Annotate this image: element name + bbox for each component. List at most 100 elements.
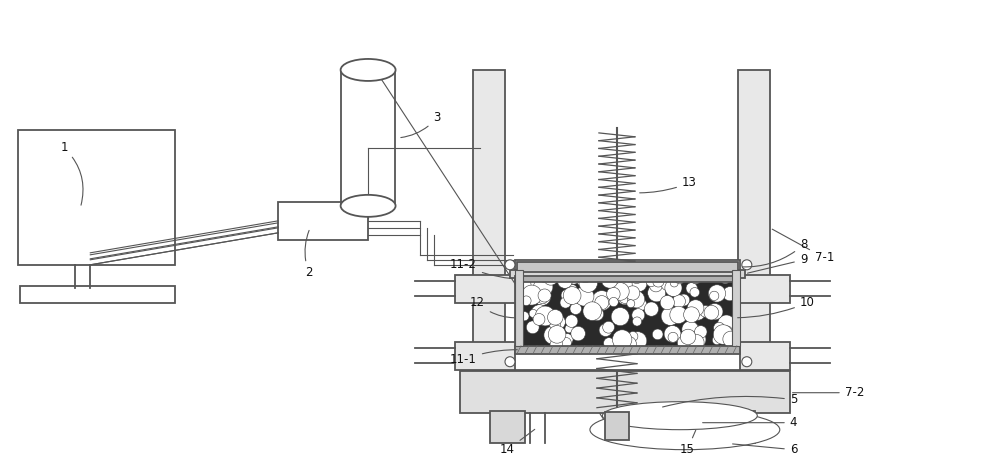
Circle shape — [704, 305, 719, 320]
Circle shape — [708, 285, 726, 302]
Circle shape — [695, 326, 707, 338]
Bar — [738, 70, 770, 370]
Circle shape — [576, 263, 595, 283]
Text: 1: 1 — [60, 142, 83, 205]
Text: 5: 5 — [663, 393, 797, 407]
Circle shape — [700, 305, 712, 317]
Circle shape — [599, 324, 612, 337]
Text: 14: 14 — [500, 429, 535, 456]
Bar — [510, 270, 745, 278]
Circle shape — [505, 357, 515, 367]
Circle shape — [712, 335, 722, 345]
Circle shape — [684, 307, 699, 322]
Text: 12: 12 — [470, 296, 514, 318]
Bar — [460, 371, 790, 413]
Circle shape — [531, 305, 548, 322]
Circle shape — [538, 289, 551, 302]
Circle shape — [680, 329, 696, 344]
Circle shape — [583, 302, 602, 321]
Circle shape — [576, 271, 592, 287]
Circle shape — [621, 337, 636, 351]
Circle shape — [562, 333, 573, 345]
Circle shape — [613, 275, 632, 295]
Circle shape — [723, 287, 737, 301]
Circle shape — [534, 277, 553, 297]
Circle shape — [687, 334, 704, 351]
Circle shape — [672, 295, 685, 308]
Circle shape — [579, 274, 598, 292]
Bar — [720, 411, 755, 443]
Circle shape — [538, 294, 548, 304]
Text: 2: 2 — [305, 230, 313, 279]
Circle shape — [660, 295, 674, 310]
Bar — [455, 275, 790, 303]
Circle shape — [707, 304, 723, 320]
Circle shape — [661, 307, 679, 325]
Circle shape — [526, 321, 539, 334]
Circle shape — [670, 279, 678, 287]
Circle shape — [520, 279, 539, 299]
Circle shape — [578, 269, 595, 285]
Circle shape — [549, 318, 561, 330]
Circle shape — [603, 322, 615, 333]
Circle shape — [534, 289, 551, 305]
Circle shape — [652, 329, 663, 340]
Text: 15: 15 — [680, 430, 696, 456]
Circle shape — [534, 270, 544, 279]
Circle shape — [648, 284, 666, 302]
Circle shape — [661, 277, 675, 291]
Circle shape — [684, 324, 702, 342]
Text: 11-1: 11-1 — [450, 350, 517, 366]
Circle shape — [607, 287, 620, 301]
Circle shape — [617, 315, 626, 323]
Circle shape — [706, 272, 715, 281]
Bar — [515, 276, 740, 282]
Circle shape — [628, 291, 645, 308]
Circle shape — [571, 326, 585, 341]
Circle shape — [612, 330, 632, 349]
Circle shape — [591, 306, 603, 317]
Circle shape — [718, 315, 735, 333]
Circle shape — [674, 273, 685, 284]
Circle shape — [617, 289, 633, 305]
Circle shape — [592, 291, 612, 311]
Circle shape — [631, 275, 647, 292]
Circle shape — [595, 295, 609, 310]
Bar — [515, 346, 740, 354]
Circle shape — [629, 332, 647, 350]
Text: 13: 13 — [640, 176, 697, 193]
Circle shape — [563, 287, 581, 305]
Bar — [732, 270, 740, 346]
Circle shape — [677, 336, 690, 349]
Circle shape — [721, 326, 733, 338]
Circle shape — [557, 273, 572, 289]
Circle shape — [714, 322, 725, 333]
Circle shape — [686, 283, 697, 294]
Circle shape — [690, 288, 700, 297]
Circle shape — [565, 315, 578, 327]
Bar — [515, 260, 740, 370]
Text: 9: 9 — [748, 253, 807, 273]
Circle shape — [505, 260, 515, 270]
Circle shape — [688, 300, 703, 315]
Circle shape — [668, 333, 678, 342]
Circle shape — [548, 326, 566, 343]
Bar — [18, 130, 175, 265]
Bar — [490, 411, 525, 443]
Circle shape — [625, 267, 640, 282]
Circle shape — [689, 331, 706, 348]
Circle shape — [646, 277, 656, 287]
Circle shape — [544, 326, 562, 344]
Circle shape — [628, 332, 638, 341]
Circle shape — [616, 284, 636, 304]
Circle shape — [535, 306, 555, 326]
Circle shape — [518, 278, 531, 292]
Circle shape — [601, 272, 618, 288]
Circle shape — [539, 272, 551, 283]
Circle shape — [591, 308, 604, 321]
Circle shape — [533, 313, 545, 325]
Circle shape — [612, 283, 629, 300]
Text: 11-2: 11-2 — [450, 258, 512, 278]
Bar — [519, 268, 736, 348]
Circle shape — [682, 321, 699, 338]
